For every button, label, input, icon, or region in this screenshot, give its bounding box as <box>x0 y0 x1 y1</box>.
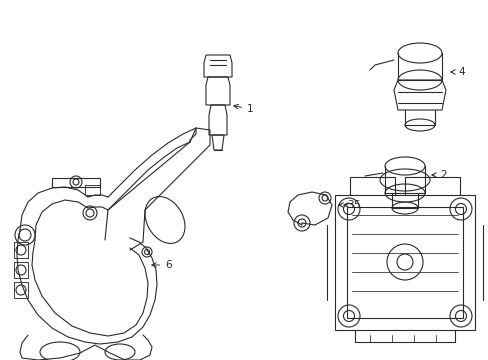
Text: 6: 6 <box>152 260 171 270</box>
Text: 5: 5 <box>343 200 359 210</box>
Text: 3: 3 <box>338 200 353 210</box>
Text: 2: 2 <box>431 170 446 180</box>
Text: 1: 1 <box>233 104 253 114</box>
Text: 4: 4 <box>450 67 464 77</box>
